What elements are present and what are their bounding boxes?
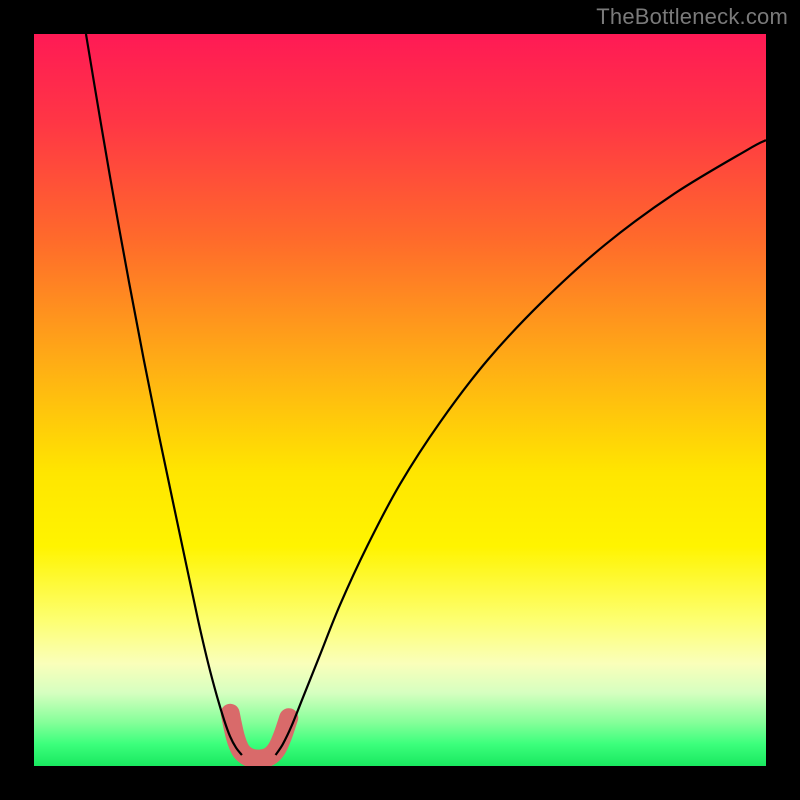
watermark-text: TheBottleneck.com (596, 4, 788, 30)
plot-area (34, 34, 766, 766)
bottleneck-chart (34, 34, 766, 766)
gradient-background (34, 34, 766, 766)
